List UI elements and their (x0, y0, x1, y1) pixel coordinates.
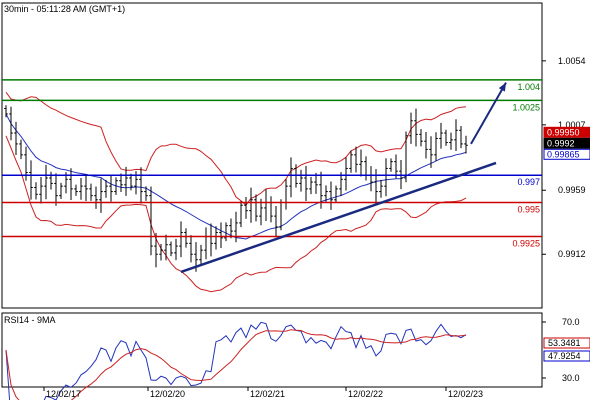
rsi-tag-box (543, 350, 590, 362)
header-timestamp: 30min - 05:11:28 AM (GMT+1) (4, 4, 125, 14)
rsi-tick-label: 70.0 (562, 317, 580, 327)
trendline-group (180, 82, 507, 274)
y-tick-label: 0.9912 (558, 249, 586, 259)
price-axis: 1.0054 1.0007 0.9959 0.9912 (542, 56, 586, 259)
x-tick-label: 12/02/21 (250, 389, 285, 399)
level-label: 1.0025 (512, 102, 540, 112)
rsi-line (5, 321, 467, 400)
bollinger-lower-line (5, 135, 467, 293)
rsi-ma-line (5, 329, 467, 400)
y-tick-label: 1.0054 (558, 56, 586, 66)
rsi-group: 70.0 30.0 53.3481 47.9254 (5, 317, 590, 400)
rsi-label: RSI14 - 9MA (4, 315, 56, 325)
candles (4, 105, 468, 272)
level-label: 0.995 (517, 204, 540, 214)
y-tick-label: 1.0007 (558, 120, 586, 130)
rsi-tag-label: 47.9254 (548, 351, 581, 361)
support-trendline (180, 161, 497, 274)
rsi-tag-box (543, 337, 590, 349)
price-tag-label: 0.99865 (547, 149, 580, 159)
horizontal-levels: 1.004 1.0025 0.997 0.995 0.9925 (2, 79, 542, 249)
rsi-tag-label: 53.3481 (548, 338, 581, 348)
date-axis: 12/02/17 12/02/20 12/02/21 12/02/22 12/02/23 (43, 387, 483, 399)
price-tag-box (543, 148, 590, 160)
price-tag-box (543, 137, 590, 149)
price-tag-box (543, 126, 590, 138)
price-panel-frame (1, 2, 543, 309)
rsi-tick-label: 30.0 (562, 373, 580, 383)
price-tag-label: 0.99950 (547, 127, 580, 137)
x-tick-label: 12/02/23 (448, 389, 483, 399)
rsi-panel-frame (1, 312, 543, 388)
x-tick-label: 12/02/22 (348, 389, 383, 399)
price-tag-label: 0.9992 (547, 138, 575, 148)
bollinger-bands (5, 91, 467, 293)
level-label: 1.004 (517, 82, 540, 92)
x-tick-label: 12/02/20 (150, 389, 185, 399)
x-tick-label: 12/02/17 (46, 389, 81, 399)
level-label: 0.9925 (512, 239, 540, 249)
bollinger-upper-line (5, 91, 467, 206)
level-label: 0.997 (517, 177, 540, 187)
projection-arrow-head (498, 82, 506, 92)
y-tick-label: 0.9959 (558, 185, 586, 195)
projection-arrow-shaft (470, 82, 507, 145)
